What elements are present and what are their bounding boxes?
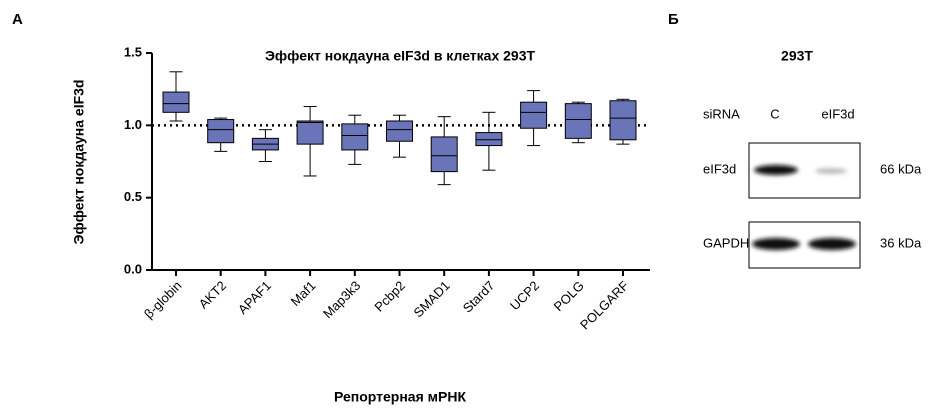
box (208, 120, 234, 143)
band (754, 165, 798, 175)
band (808, 238, 856, 250)
band (752, 238, 800, 250)
x-tick-label: APAF1 (235, 278, 274, 317)
lane-label: C (770, 106, 779, 121)
x-tick-label: POLG (551, 278, 587, 314)
x-tick-label: SMAD1 (410, 278, 452, 320)
y-tick-label: 1.5 (124, 44, 142, 59)
x-tick-label: Pcbp2 (371, 278, 408, 315)
row-header: siRNA (703, 106, 740, 121)
y-tick-label: 0.0 (124, 261, 142, 276)
box (163, 92, 189, 112)
blot-size: 36 kDa (880, 235, 922, 250)
x-tick-label: Map3k3 (320, 278, 363, 321)
blot-row-label: eIF3d (703, 161, 736, 176)
box (342, 124, 368, 150)
x-tick-label: AKT2 (196, 278, 230, 312)
figure: A Эффект нокдауна eIF3d в клетках 293T Р… (0, 0, 940, 410)
blot-row-label: GAPDH (703, 235, 749, 250)
x-axis-title: Репортерная мРНК (334, 389, 466, 405)
y-tick-label: 0.5 (124, 189, 142, 204)
blot-size: 66 kDa (880, 161, 922, 176)
x-tick-label: POLGARF (577, 278, 632, 333)
x-tick-label: Stard7 (460, 278, 498, 316)
band (815, 168, 847, 174)
y-tick-label: 1.0 (124, 117, 142, 132)
x-tick-label: Maf1 (288, 278, 319, 309)
box (610, 101, 636, 140)
chart-title: Эффект нокдауна eIF3d в клетках 293T (265, 48, 536, 64)
box (476, 133, 502, 146)
y-axis-title: Эффект нокдауна eIF3d (71, 80, 87, 245)
cell-line: 293T (781, 48, 813, 64)
x-tick-label: β-globin (141, 278, 184, 321)
box (521, 102, 547, 128)
x-tick-label: UCP2 (507, 278, 542, 313)
box (431, 137, 457, 172)
box (297, 121, 323, 144)
panel-label: Б (668, 11, 679, 28)
box (565, 104, 591, 139)
blot-panel: Б 293T siRNA C eIF3d eIF3d 66 kDa GAPDH … (668, 11, 922, 268)
box (387, 121, 413, 141)
panel-label: A (12, 11, 23, 28)
lane-label: eIF3d (821, 106, 854, 121)
